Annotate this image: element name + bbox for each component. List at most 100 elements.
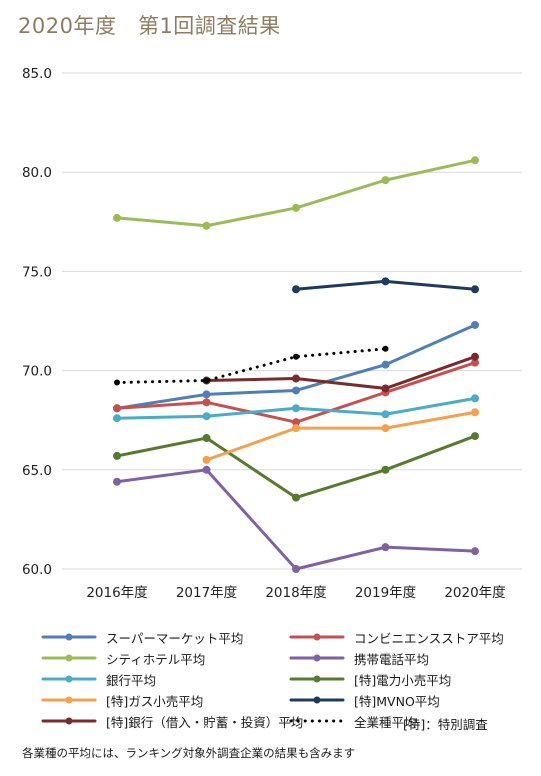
data-point	[113, 414, 121, 423]
series-line	[115, 323, 477, 410]
data-point	[471, 285, 479, 294]
legend-label: [特]MVNO平均	[354, 693, 440, 709]
legend-label: [特]ガス小売平均	[106, 693, 204, 709]
series-3	[113, 465, 479, 573]
legend-swatch	[289, 675, 345, 683]
data-point	[114, 379, 120, 386]
series-7	[292, 277, 479, 294]
data-point	[381, 176, 390, 185]
data-point	[471, 358, 479, 367]
data-point	[292, 493, 300, 502]
legend-swatch	[289, 654, 345, 662]
legend-label: コンビニエンスストア平均	[354, 630, 504, 646]
data-point	[202, 434, 211, 443]
legend-swatch	[289, 719, 345, 723]
data-point	[202, 398, 211, 407]
data-point	[293, 353, 299, 360]
series-line	[115, 347, 387, 385]
data-point	[292, 386, 300, 395]
data-point	[382, 345, 389, 352]
x-tick-label: 2017年度	[176, 585, 237, 601]
data-point	[292, 203, 300, 212]
series-4	[113, 394, 479, 423]
legend-label: 携帯電話平均	[354, 651, 430, 667]
legend-swatch	[41, 717, 97, 725]
data-point	[471, 547, 479, 556]
data-point	[202, 390, 211, 399]
data-point	[471, 408, 479, 417]
legend-item: [特]電力小売平均	[288, 670, 451, 688]
data-point	[471, 352, 479, 361]
data-point	[471, 156, 479, 165]
legend-swatch	[289, 696, 345, 704]
plot-area: 60.0 65.0 70.0 75.0 80.0 85.0 2016年度 2017年度 2018…	[22, 66, 522, 601]
data-point	[381, 360, 390, 369]
legend-label: 銀行平均	[106, 672, 157, 688]
legend-label: シティホテル平均	[106, 651, 206, 667]
legend-swatch	[289, 633, 345, 641]
data-point	[292, 374, 300, 383]
data-point	[381, 410, 390, 419]
data-point	[381, 424, 390, 433]
data-point	[292, 404, 300, 413]
chart-title: 2020年度 第1回調査結果	[18, 14, 281, 38]
y-tick-label: 80.0	[22, 165, 52, 181]
x-tick-label: 2016年度	[86, 585, 147, 601]
legend-label: スーパーマーケット平均	[106, 630, 244, 646]
data-point	[203, 377, 210, 384]
legend-item: 銀行平均	[40, 670, 156, 688]
data-point	[381, 277, 390, 286]
legend-label: [特]電力小売平均	[354, 672, 452, 688]
data-point	[113, 477, 121, 486]
y-tick-label: 75.0	[22, 264, 52, 280]
legend-item: コンビニエンスストア平均	[288, 628, 504, 646]
special-survey-note: [特]：特別調査	[403, 717, 488, 732]
series-line	[115, 158, 477, 228]
x-tick-label: 2018年度	[265, 585, 326, 601]
y-tick-label: 65.0	[22, 463, 52, 479]
data-point	[471, 394, 479, 403]
series-5	[113, 432, 479, 502]
data-point	[292, 424, 300, 433]
data-point	[113, 404, 121, 413]
y-tick-label: 70.0	[22, 364, 52, 380]
data-point	[202, 221, 211, 230]
legend-item: [特]ガス小売平均	[40, 691, 203, 709]
series-line	[115, 468, 477, 571]
data-point	[202, 412, 211, 421]
data-point	[113, 451, 121, 460]
y-tick-label: 85.0	[22, 66, 52, 82]
legend-swatch	[41, 675, 97, 683]
data-point	[381, 384, 390, 393]
data-point	[471, 320, 479, 329]
data-point	[292, 565, 300, 573]
footnote: 各業種の平均には、ランキング対象外調査企業の結果も含みます	[22, 746, 356, 760]
legend-item: スーパーマーケット平均	[40, 628, 243, 646]
legend-item: [特]銀行（借入・貯蓄・投資）平均	[40, 712, 303, 730]
data-point	[292, 285, 300, 294]
data-point	[202, 455, 211, 464]
data-point	[381, 543, 390, 552]
legend-item: シティホテル平均	[40, 649, 205, 667]
series-line	[205, 410, 477, 462]
legend-label: 全業種平均	[354, 714, 417, 730]
series-line	[205, 355, 477, 390]
x-tick-label: 2020年度	[444, 585, 505, 601]
data-point	[202, 465, 211, 474]
series-0	[113, 320, 479, 413]
legend-item: 全業種平均	[288, 712, 417, 730]
legend-swatch	[41, 633, 97, 641]
data-point	[381, 465, 390, 474]
legend-item: 携帯電話平均	[288, 649, 429, 667]
legend-item: [特]MVNO平均	[288, 691, 440, 709]
data-point	[292, 418, 300, 427]
series-2	[113, 156, 479, 230]
series-6	[202, 408, 479, 464]
legend-swatch	[41, 696, 97, 704]
series-8	[202, 352, 479, 393]
data-point	[471, 432, 479, 441]
legend-swatch	[41, 654, 97, 662]
data-point	[113, 213, 121, 222]
x-tick-label: 2019年度	[355, 585, 416, 601]
